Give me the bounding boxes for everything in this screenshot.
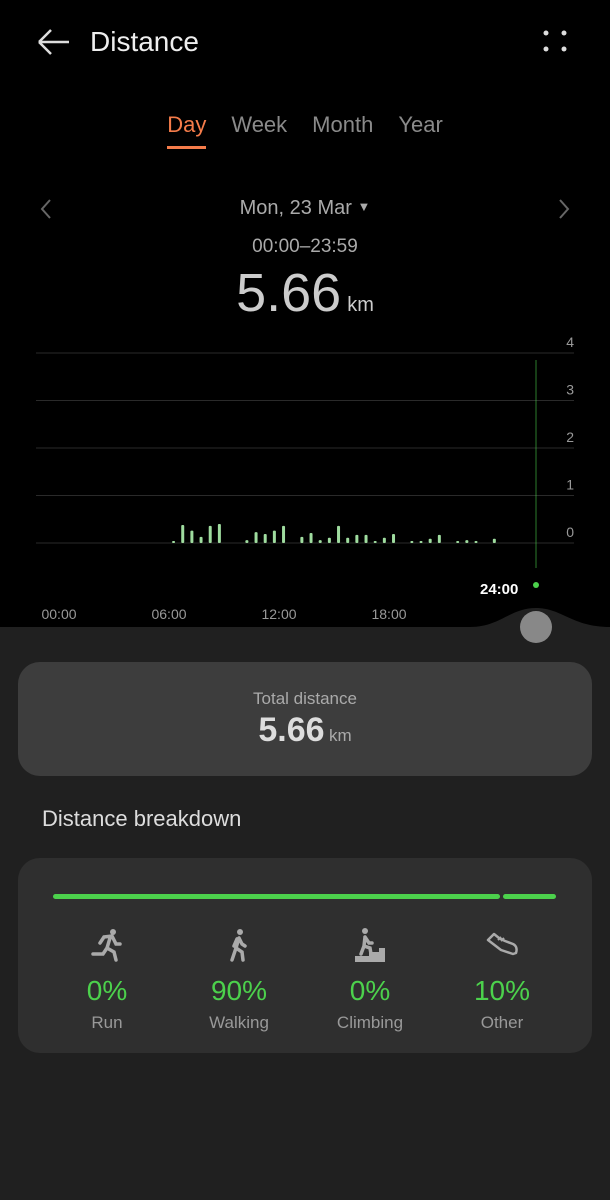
bar bbox=[309, 533, 313, 543]
chart-area bbox=[0, 0, 610, 627]
climbing-label: Climbing bbox=[336, 1013, 404, 1032]
category-climbing: 0% Climbing bbox=[310, 928, 430, 1033]
bar bbox=[318, 540, 322, 543]
date-label: Mon, 23 Mar bbox=[239, 197, 352, 219]
back-icon[interactable] bbox=[36, 26, 72, 58]
other-percent: 10% bbox=[473, 975, 531, 1006]
bar bbox=[208, 525, 212, 543]
bar bbox=[172, 541, 176, 543]
bar bbox=[199, 536, 203, 543]
more-icon[interactable] bbox=[540, 28, 572, 56]
category-walking: 90% Walking bbox=[179, 928, 299, 1033]
y-tick: 3 bbox=[566, 382, 574, 398]
bar bbox=[346, 537, 350, 543]
breakdown-card: 0% Run 90% Walking 0% Climbing 10% Other bbox=[18, 858, 592, 1053]
total-unit: km bbox=[328, 726, 352, 745]
other-share-bar bbox=[503, 894, 556, 899]
bar bbox=[355, 534, 359, 543]
y-tick: 1 bbox=[566, 477, 574, 493]
other-label: Other bbox=[480, 1013, 524, 1032]
walking-label: Walking bbox=[209, 1013, 269, 1032]
tab-week[interactable]: Week bbox=[231, 112, 288, 137]
x-tick: 00:00 bbox=[41, 606, 77, 622]
bar bbox=[410, 541, 414, 543]
y-tick: 0 bbox=[566, 524, 574, 540]
bar bbox=[282, 525, 286, 543]
distance-chart: 0 1 2 3 4 bbox=[36, 334, 574, 588]
tab-month[interactable]: Month bbox=[312, 112, 374, 137]
bar bbox=[181, 524, 185, 543]
breakdown-title: Distance breakdown bbox=[42, 806, 242, 831]
cursor-time: 24:00 bbox=[480, 581, 519, 598]
walking-share-bar bbox=[53, 894, 500, 899]
dropdown-icon: ▼ bbox=[357, 199, 371, 214]
shoe-icon bbox=[486, 932, 518, 956]
next-day-icon[interactable] bbox=[556, 198, 572, 220]
climbing-percent: 0% bbox=[349, 975, 391, 1006]
bar bbox=[392, 533, 396, 543]
total-label: Total distance bbox=[253, 689, 357, 708]
run-percent: 0% bbox=[86, 975, 128, 1006]
category-other: 10% Other bbox=[442, 928, 562, 1033]
tab-year[interactable]: Year bbox=[398, 112, 443, 137]
distance-value: 5.66 bbox=[236, 263, 342, 323]
total-value: 5.66 bbox=[258, 711, 325, 749]
y-tick: 4 bbox=[566, 334, 574, 350]
bar bbox=[492, 538, 496, 543]
bar bbox=[263, 533, 267, 543]
distance-unit: km bbox=[347, 294, 374, 316]
bar bbox=[373, 541, 377, 543]
walking-icon bbox=[230, 929, 247, 962]
x-tick: 12:00 bbox=[261, 606, 297, 622]
bar bbox=[337, 525, 341, 543]
bar bbox=[474, 541, 478, 543]
bar bbox=[254, 532, 258, 543]
running-icon bbox=[91, 929, 122, 962]
tab-day[interactable]: Day bbox=[167, 112, 207, 149]
category-run: 0% Run bbox=[47, 928, 167, 1033]
bar bbox=[456, 541, 460, 543]
bar bbox=[217, 524, 221, 543]
prev-day-icon[interactable] bbox=[38, 198, 54, 220]
x-tick: 18:00 bbox=[371, 606, 407, 622]
distance-summary: 5.66 km bbox=[0, 262, 610, 324]
y-tick: 2 bbox=[566, 429, 574, 445]
bar bbox=[272, 530, 276, 543]
bar bbox=[300, 536, 304, 543]
time-range: 00:00–23:59 bbox=[252, 236, 358, 257]
walking-percent: 90% bbox=[210, 975, 268, 1006]
date-picker[interactable]: Mon, 23 Mar ▼ bbox=[0, 197, 610, 220]
total-distance-card: Total distance 5.66 km bbox=[18, 662, 592, 776]
time-slider-handle[interactable] bbox=[520, 611, 552, 643]
x-tick: 06:00 bbox=[151, 606, 187, 622]
bar bbox=[465, 540, 469, 543]
bar bbox=[428, 538, 432, 543]
period-tabs: Day Week Month Year bbox=[0, 112, 610, 149]
bar bbox=[437, 534, 441, 543]
run-label: Run bbox=[91, 1013, 123, 1032]
bar bbox=[364, 534, 368, 543]
bar bbox=[419, 541, 423, 543]
bar bbox=[245, 540, 249, 543]
climbing-icon bbox=[355, 928, 385, 962]
bar bbox=[382, 537, 386, 543]
bar bbox=[190, 530, 194, 543]
bar bbox=[327, 537, 331, 543]
page-title: Distance bbox=[90, 26, 199, 57]
cursor-dot bbox=[533, 582, 539, 588]
